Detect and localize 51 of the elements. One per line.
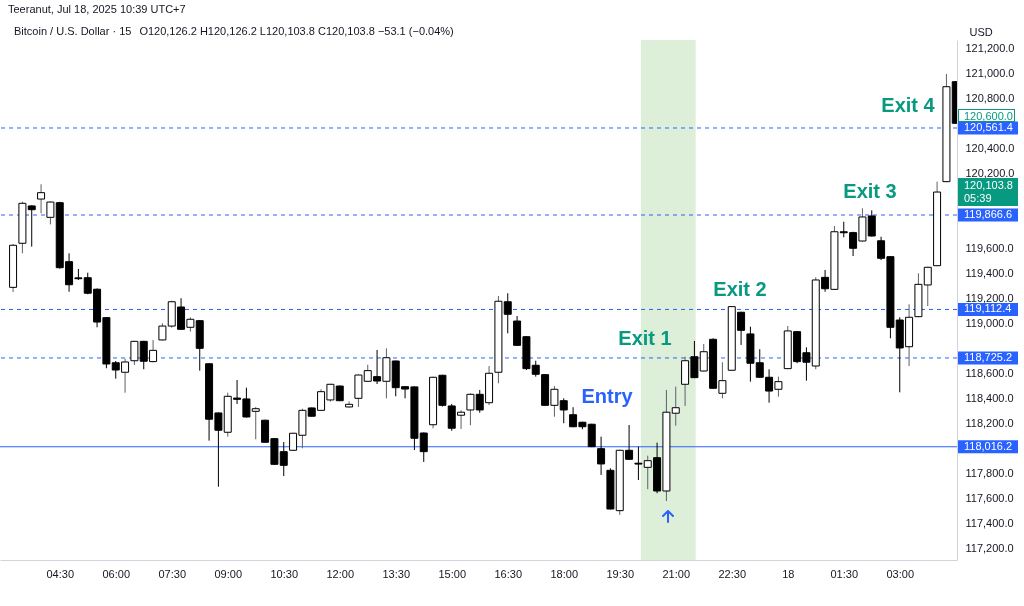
x-tick-label: 16:30 (494, 567, 523, 580)
text: 120,103.8 05:39 (958, 178, 1018, 206)
chart-subtitle: O120,126.2 H120,126.2 L120,103.8 C120,103.8 −53.1 (−0.04%) (139, 25, 454, 37)
x-tick-label: 07:30 (158, 567, 186, 580)
x-tick-label: 12:00 (326, 567, 355, 580)
x-tick-label: 04:30 (46, 567, 74, 580)
x-tick-label: 22:30 (718, 567, 747, 580)
ref-line-label: 118,725.2 (964, 350, 1013, 363)
annotation: Entry (581, 384, 633, 408)
annotation: Exit 1 (618, 326, 672, 350)
ref-line-label: 120,561.4 (964, 120, 1013, 133)
x-tick-label: 19:30 (606, 567, 635, 580)
x-tick-label: 13:30 (382, 567, 411, 580)
annotation: Exit 2 (713, 277, 767, 301)
text: 120,600.0 (958, 109, 1015, 122)
y-tick-label: 117,800.0 (965, 467, 1014, 480)
y-tick-label: 120,800.0 (965, 91, 1015, 104)
text: Teeranut, Jul 18, 2025 10:39 UTC+7 (8, 3, 186, 15)
annotation: Exit 3 (843, 179, 897, 203)
candlestick (597, 436, 606, 476)
y-tick-label: 118,400.0 (965, 392, 1014, 405)
y-tick-label: 117,200.0 (965, 542, 1014, 555)
y-tick-label: 118,600.0 (965, 367, 1014, 380)
y-tick-label: 119,000.0 (965, 317, 1014, 330)
y-tick-label: 117,600.0 (965, 492, 1014, 505)
x-tick-label: 01:30 (830, 567, 859, 580)
x-tick-label: 03:00 (886, 567, 915, 580)
x-tick-label: 09:00 (214, 567, 242, 580)
x-tick-label: 06:00 (102, 567, 130, 580)
x-tick-label: 15:00 (438, 567, 467, 580)
y-tick-label: 120,400.0 (965, 141, 1015, 154)
y-tick-label: 118,200.0 (965, 417, 1014, 430)
candlestick (345, 400, 354, 408)
candlestick (37, 183, 46, 214)
y-tick-label: 119,200.0 (965, 292, 1014, 304)
annotation: Exit 4 (881, 93, 935, 117)
y-tick-label: 121,200.0 (965, 41, 1015, 54)
ref-line-label: 118,016.2 (964, 439, 1013, 452)
x-tick-label: 10:30 (270, 567, 299, 580)
y-axis-title: USD (969, 25, 993, 38)
y-tick-label: 120,200.0 (965, 166, 1015, 179)
y-tick-label: 119,600.0 (965, 241, 1014, 254)
x-tick-label: 21:00 (662, 567, 691, 580)
x-tick-label: 18 (782, 567, 795, 580)
ref-line-label: 119,112.4 (964, 302, 1012, 315)
chart-title: Bitcoin / U.S. Dollar · 15 (14, 25, 132, 37)
ref-line-label: 119,866.6 (964, 208, 1013, 221)
y-tick-label: 119,400.0 (965, 266, 1014, 279)
x-tick-label: 18:00 (550, 567, 579, 580)
y-tick-label: 121,000.0 (965, 66, 1015, 79)
y-tick-label: 117,400.0 (965, 517, 1014, 530)
